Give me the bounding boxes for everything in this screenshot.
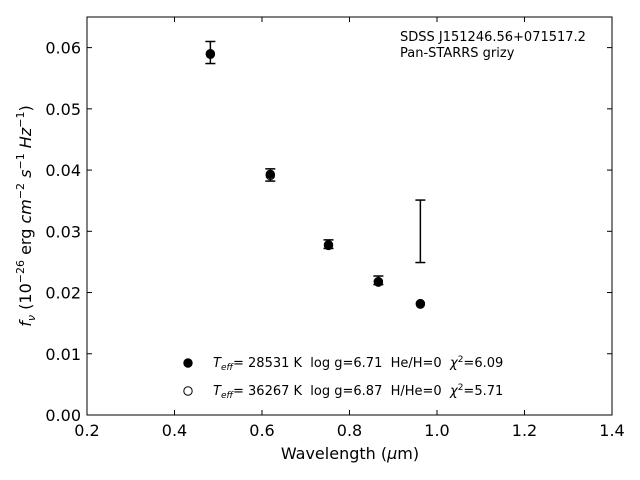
x-tick-label: 1.4 — [599, 421, 624, 440]
y-tick-label: 0.00 — [45, 406, 81, 425]
legend-marker-open — [183, 386, 193, 396]
x-tick-label: 1.0 — [424, 421, 449, 440]
y-tick-labels: 0.00 0.01 0.02 0.03 0.04 0.05 0.06 — [45, 39, 81, 425]
legend-entry-1: Teff= 28531 K log g=6.71 He/H=0 χ2=6.09 — [213, 355, 503, 373]
x-tick-labels: 0.2 0.4 0.6 0.8 1.0 1.2 1.4 — [74, 421, 624, 440]
x-tick-label: 0.2 — [74, 421, 99, 440]
y-tick-label: 0.01 — [45, 345, 81, 364]
legend-entry-2: Teff= 36267 K log g=6.87 H/He=0 χ2=5.71 — [213, 383, 503, 401]
legend-marker-filled — [183, 358, 193, 368]
model-point-open — [373, 277, 384, 287]
model-point-open — [205, 49, 216, 60]
model-point-open — [265, 170, 276, 181]
annotation-survey: Pan-STARRS grizy — [400, 46, 515, 61]
x-tick-label: 1.2 — [512, 421, 537, 440]
x-tick-label: 0.6 — [249, 421, 274, 440]
axis-ticks — [86, 17, 613, 416]
annotation-object-name: SDSS J151246.56+071517.2 — [400, 30, 586, 45]
x-tick-label: 0.8 — [337, 421, 362, 440]
y-tick-label: 0.03 — [45, 222, 81, 241]
legend: Teff= 28531 K log g=6.71 He/H=0 χ2=6.09 … — [183, 355, 503, 401]
model-points — [205, 49, 426, 309]
y-tick-label: 0.06 — [45, 39, 81, 58]
model-point-open — [323, 240, 334, 251]
y-tick-label: 0.05 — [45, 100, 81, 119]
x-axis-label: Wavelength (μm) — [281, 444, 419, 463]
y-tick-label: 0.04 — [45, 161, 81, 180]
x-tick-label: 0.4 — [162, 421, 187, 440]
y-axis-label: fν (10−26 erg cm−2 s−1 Hz−1) — [14, 105, 38, 326]
observed-errorbars — [205, 40, 426, 286]
y-tick-label: 0.02 — [45, 284, 81, 303]
model-point-open — [415, 299, 426, 309]
